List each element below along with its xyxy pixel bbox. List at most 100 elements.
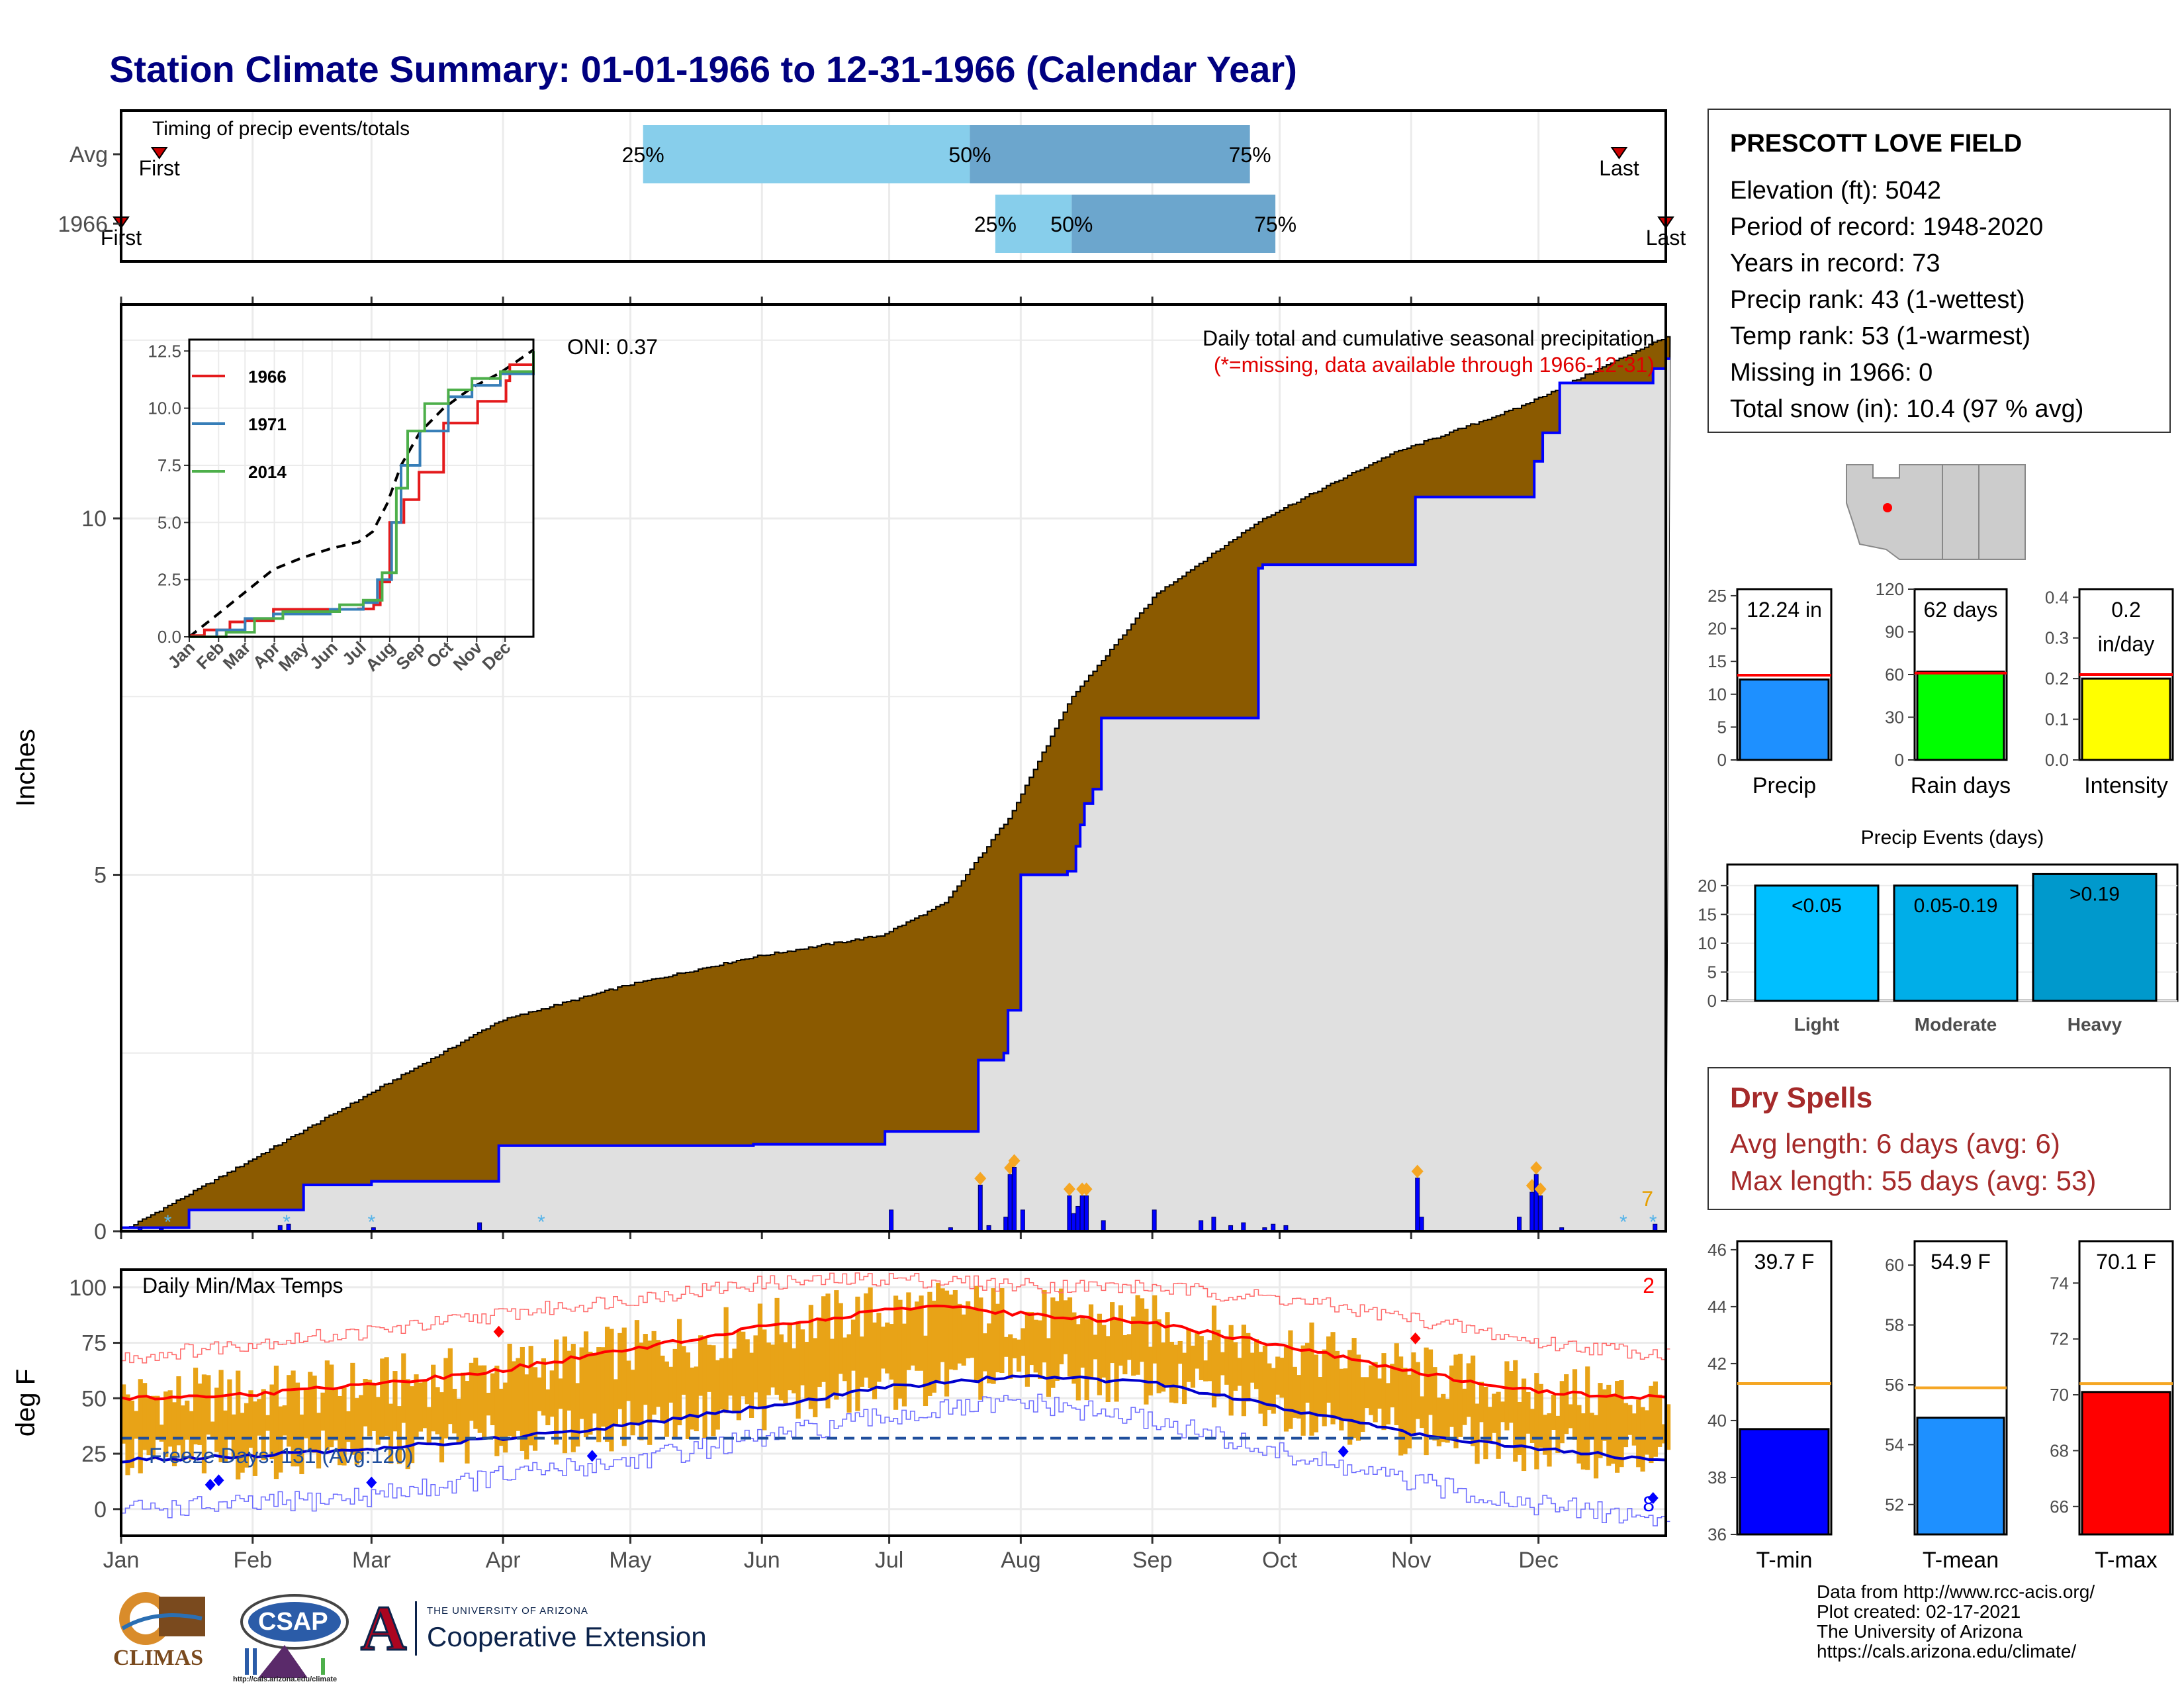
- daily-temp-bar: [456, 1399, 461, 1443]
- month-label: Jan: [103, 1548, 140, 1573]
- daily-temp-bar: [1144, 1309, 1149, 1405]
- daily-temp-bar: [486, 1393, 491, 1416]
- csap-logo[interactable]: CSAP http://cals.arizona.edu/climate: [232, 1592, 351, 1685]
- daily-precip-bar: [1084, 1195, 1089, 1232]
- daily-temp-bar: [282, 1405, 287, 1436]
- inset-ytick-label: 10.0: [148, 399, 181, 418]
- daily-temp-bar: [1623, 1403, 1629, 1448]
- daily-temp-bar: [1038, 1320, 1043, 1379]
- daily-temp-bar: [1513, 1360, 1518, 1462]
- summary-tmean-chart: 54.9 F 52 54 56 58 60 T-mean: [1885, 1240, 2008, 1573]
- record-low-marker: [586, 1450, 598, 1462]
- daily-temp-bar: [1339, 1368, 1344, 1430]
- daily-temp-bar: [817, 1317, 822, 1387]
- daily-temp-bar: [1644, 1410, 1650, 1455]
- timing-label-q75-avg: 75%: [1229, 143, 1271, 167]
- daily-temp-bar: [405, 1379, 410, 1470]
- climas-emblem-icon: [119, 1592, 205, 1645]
- daily-temp-bar: [494, 1366, 500, 1456]
- daily-precip-bar: [1415, 1178, 1420, 1232]
- events-category-label: Light: [1794, 1014, 1839, 1035]
- ua-cooperative-extension-logo[interactable]: A THE UNIVERSITY OF ARIZONA Cooperative …: [360, 1595, 745, 1671]
- daily-temp-bar: [384, 1357, 389, 1436]
- heavy-day-marker: [974, 1172, 987, 1186]
- daily-temp-bar: [706, 1344, 712, 1392]
- daily-temp-bar: [558, 1378, 563, 1409]
- daily-temp-bar: [715, 1360, 720, 1430]
- daily-temp-bar: [528, 1346, 533, 1446]
- daily-temp-bar: [316, 1413, 322, 1469]
- events-category-label: Heavy: [2068, 1014, 2122, 1035]
- credits: Data from http://www.rcc-acis.org/ Plot …: [1817, 1582, 2095, 1662]
- daily-temp-bar: [1165, 1312, 1170, 1385]
- daily-temp-bar: [1114, 1318, 1119, 1402]
- daily-temp-bar: [1424, 1347, 1429, 1456]
- summary-tmax-ytick-label: 66: [2050, 1497, 2069, 1517]
- summary-intensity-chart: 0.2 in/day 0.0 0.1 0.2 0.3 0.4 Intensity: [2045, 587, 2174, 798]
- daily-temp-bar: [1326, 1336, 1332, 1403]
- summary-tmax-chart: 70.1 F 66 68 70 72 74 T-max: [2050, 1240, 2174, 1573]
- daily-temp-bar: [401, 1353, 406, 1423]
- daily-temp-bar: [1250, 1352, 1255, 1383]
- timing-last-marker-avg: [1610, 147, 1628, 160]
- daily-temp-bar: [1487, 1407, 1492, 1442]
- events-ytick-label: 20: [1698, 876, 1717, 896]
- daily-temp-bar: [604, 1327, 610, 1442]
- daily-temp-bar: [1318, 1377, 1323, 1416]
- temp-ylabel: deg F: [11, 1369, 40, 1436]
- daily-temp-bar: [829, 1338, 835, 1394]
- daily-temp-bar: [681, 1346, 686, 1395]
- events-ytick-label: 10: [1698, 933, 1717, 953]
- daily-temp-bar: [367, 1380, 373, 1436]
- daily-temp-bar: [138, 1379, 143, 1474]
- daily-temp-bar: [422, 1381, 428, 1429]
- daily-temp-bar: [1453, 1354, 1459, 1448]
- daily-temp-bar: [1390, 1364, 1395, 1408]
- daily-temp-bar: [808, 1305, 813, 1409]
- daily-temp-bar: [749, 1352, 754, 1418]
- daily-temp-bar: [1190, 1345, 1196, 1388]
- daily-temp-bar: [626, 1360, 631, 1401]
- daily-temp-bar: [410, 1386, 415, 1464]
- daily-temp-bar: [1080, 1317, 1085, 1368]
- csap-url: http://cals.arizona.edu/climate: [233, 1675, 338, 1683]
- daily-temp-bar: [1479, 1382, 1484, 1423]
- daily-temp-bar: [1619, 1380, 1624, 1468]
- daily-temp-bar: [915, 1301, 920, 1371]
- daily-temp-bar: [167, 1390, 173, 1447]
- daily-temp-bar: [757, 1303, 763, 1409]
- daily-temp-bar: [549, 1370, 555, 1417]
- daily-temp-bar: [1521, 1378, 1527, 1472]
- daily-temp-bar: [944, 1290, 950, 1397]
- heavy-day-marker: [1080, 1182, 1093, 1196]
- daily-temp-bar: [1059, 1288, 1064, 1364]
- daily-temp-bar: [142, 1383, 148, 1450]
- precip-ylabel: Inches: [11, 729, 40, 807]
- daily-temp-bar: [1173, 1344, 1179, 1403]
- daily-temp-bar: [1462, 1388, 1467, 1425]
- daily-temp-bar: [639, 1342, 644, 1440]
- daily-temp-bar: [1534, 1373, 1539, 1470]
- daily-temp-bar: [201, 1374, 207, 1474]
- station-precip-rank: Precip rank: 43 (1-wettest): [1730, 286, 2025, 314]
- daily-temp-bar: [146, 1397, 152, 1456]
- daily-temp-bar: [1385, 1383, 1390, 1425]
- daily-temp-bar: [1228, 1325, 1234, 1416]
- daily-temp-bar: [974, 1286, 979, 1382]
- daily-temp-bar: [1042, 1289, 1047, 1363]
- daily-temp-bar: [206, 1375, 211, 1435]
- climas-logo[interactable]: CLIMAS: [109, 1582, 218, 1681]
- daily-temp-bar: [1186, 1328, 1191, 1382]
- daily-temp-bar: [1110, 1302, 1115, 1364]
- daily-temp-bar: [1304, 1342, 1310, 1403]
- daily-temp-bar: [159, 1425, 164, 1442]
- daily-temp-bar: [906, 1292, 911, 1370]
- daily-temp-bar: [231, 1414, 236, 1458]
- daily-temp-bar: [952, 1290, 958, 1370]
- credit-university: The University of Arizona: [1817, 1621, 2023, 1642]
- daily-temp-bar: [380, 1358, 385, 1438]
- daily-temp-bar: [732, 1348, 737, 1413]
- daily-temp-bar: [244, 1403, 250, 1468]
- precip-days-count: 7: [1641, 1187, 1653, 1211]
